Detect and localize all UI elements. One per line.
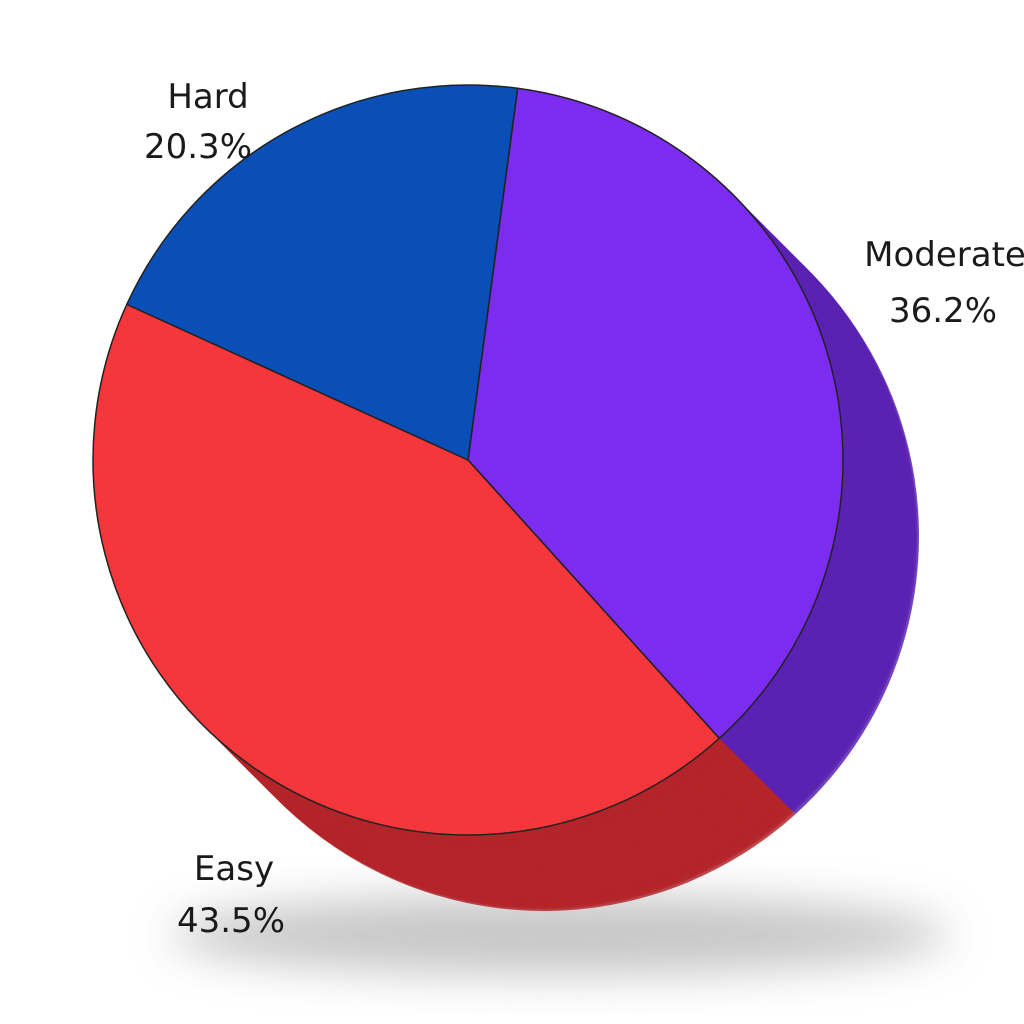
label-moderate-value: 36.2% [889,291,997,331]
slice-easy[interactable] [92,303,721,836]
slice-hard[interactable] [126,84,519,461]
label-easy-value: 43.5% [177,901,285,941]
label-moderate-name: Moderate [864,235,1024,275]
label-hard-name: Hard [167,77,248,117]
pie-shadow [170,895,950,975]
label-hard-value: 20.3% [144,127,252,167]
slice-moderate[interactable] [467,87,844,740]
label-easy-name: Easy [194,849,274,889]
